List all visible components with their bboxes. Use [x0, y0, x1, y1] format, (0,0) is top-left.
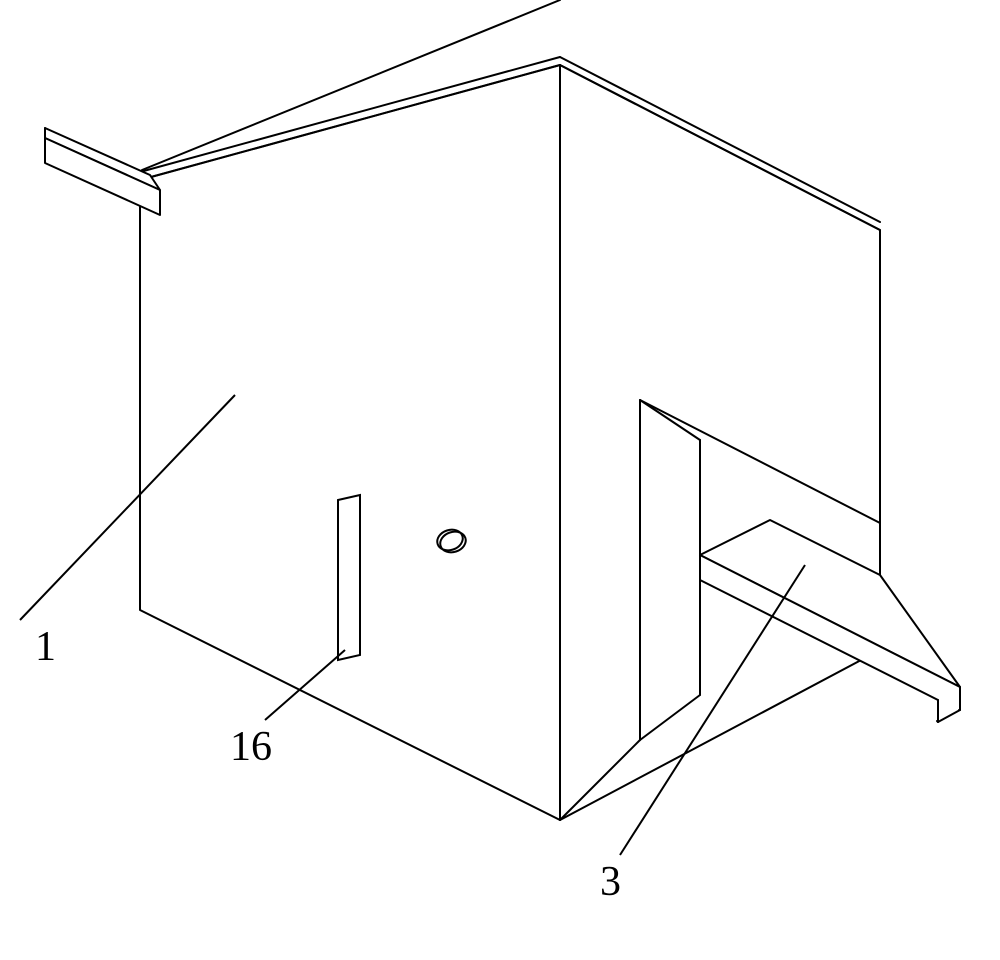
- technical-drawing: 1 16 3: [0, 0, 1000, 960]
- box-top-edge: [140, 65, 880, 230]
- label-3: 3: [600, 859, 621, 905]
- leader-L1: [20, 395, 235, 620]
- label-16: 16: [230, 724, 272, 770]
- front-slot: [338, 495, 360, 660]
- leader-L16: [265, 650, 345, 720]
- opening-top: [640, 400, 880, 523]
- leader-L3: [620, 565, 805, 855]
- box-right-face: [560, 65, 880, 820]
- box-left-face: [140, 65, 560, 820]
- label-1: 1: [35, 624, 56, 670]
- shelf-top: [700, 520, 960, 687]
